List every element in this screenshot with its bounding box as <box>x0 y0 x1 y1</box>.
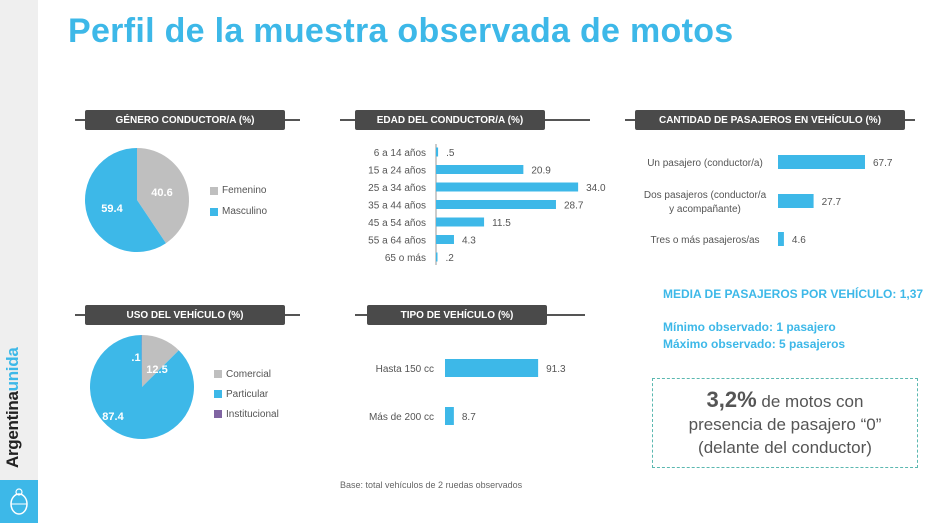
legend-label: Institucional <box>226 408 279 420</box>
callout-value: 3,2% <box>706 387 757 412</box>
bar <box>445 407 454 425</box>
pie-label: 12.5 <box>146 364 167 376</box>
pie-slice-masculino <box>85 148 166 252</box>
pie-slice-comercial <box>142 335 179 387</box>
header-pasajeros: CANTIDAD DE PASAJEROS EN VEHÍCULO (%) <box>625 110 915 130</box>
category-label: Hasta 150 cc <box>376 364 434 375</box>
bar <box>436 165 524 174</box>
header-label: CANTIDAD DE PASAJEROS EN VEHÍCULO (%) <box>635 110 905 130</box>
callout-text: presencia de pasajero “0” <box>688 415 882 434</box>
legend-item: Femenino <box>210 180 267 201</box>
bar <box>436 147 439 157</box>
bar-value-label: 8.7 <box>462 412 476 423</box>
bar-value-label: .2 <box>446 253 455 264</box>
category-label: Dos pasajeros (conductor/a <box>644 190 767 201</box>
bar-value-label: .5 <box>446 148 455 159</box>
category-label: Tres o más pasajeros/as <box>650 235 759 246</box>
callout-text: de motos con <box>756 392 864 411</box>
legend-genero: Femenino Masculino <box>210 180 267 222</box>
category-label: 6 a 14 años <box>374 148 426 159</box>
header-tipo: TIPO DE VEHÍCULO (%) <box>355 305 585 325</box>
bar-value-label: 34.0 <box>586 183 606 194</box>
pie-label: 87.4 <box>102 411 124 423</box>
category-label: 65 o más <box>385 253 426 264</box>
category-label: 55 a 64 años <box>368 236 426 247</box>
bar-value-label: 91.3 <box>546 364 566 375</box>
bar <box>778 194 814 208</box>
header-edad: EDAD DEL CONDUCTOR/A (%) <box>340 110 590 130</box>
header-genero: GÉNERO CONDUCTOR/A (%) <box>75 110 300 130</box>
bar <box>436 217 485 227</box>
legend-label: Masculino <box>222 206 268 217</box>
bar-value-label: 27.7 <box>822 197 842 208</box>
legend-item: Particular <box>214 384 279 404</box>
base-note: Base: total vehículos de 2 ruedas observ… <box>340 480 523 490</box>
minimo-observado: Mínimo observado: 1 pasajero <box>663 320 836 334</box>
legend-label: Particular <box>226 388 269 400</box>
category-label: 15 a 24 años <box>368 166 426 177</box>
category-label: 35 a 44 años <box>368 201 426 212</box>
bar <box>778 155 865 169</box>
bar <box>445 359 539 377</box>
callout-box: 3,2% de motos con presencia de pasajero … <box>652 378 918 468</box>
bar-value-label: 4.3 <box>462 236 476 247</box>
legend-item: Masculino <box>210 201 267 222</box>
bar <box>778 232 784 246</box>
header-label: GÉNERO CONDUCTOR/A (%) <box>85 110 285 130</box>
legend-label: Comercial <box>226 368 272 380</box>
legend-label: Femenino <box>222 185 267 196</box>
legend-swatch <box>214 410 222 418</box>
bar-value-label: 4.6 <box>792 235 806 246</box>
bar <box>436 182 579 192</box>
header-uso: USO DEL VEHÍCULO (%) <box>75 305 300 325</box>
legend-uso: Comercial Particular Institucional <box>214 364 279 424</box>
sidebar-strip <box>0 0 38 523</box>
pie-label: 59.4 <box>101 203 123 215</box>
legend-swatch <box>214 370 222 378</box>
bar <box>436 235 454 244</box>
pie-label: .1 <box>131 352 140 364</box>
category-label: y acompañante) <box>669 204 741 215</box>
legend-swatch <box>210 186 218 195</box>
category-label: 45 a 54 años <box>368 218 426 229</box>
category-label: Un pasajero (conductor/a) <box>647 158 763 169</box>
media-pasajeros: MEDIA DE PASAJEROS POR VEHÍCULO: 1,37 <box>663 287 924 301</box>
bar-value-label: 28.7 <box>564 201 584 212</box>
page-title: Perfil de la muestra observada de motos <box>68 12 734 50</box>
legend-item: Institucional <box>214 404 279 424</box>
header-label: TIPO DE VEHÍCULO (%) <box>367 305 547 325</box>
bar-value-label: 11.5 <box>492 218 511 229</box>
pie-label: 40.6 <box>151 187 172 199</box>
legend-swatch <box>210 207 218 216</box>
coat-of-arms-icon <box>0 480 38 523</box>
bar-value-label: 67.7 <box>873 158 893 169</box>
header-label: USO DEL VEHÍCULO (%) <box>85 305 285 325</box>
bar <box>436 252 438 262</box>
category-label: Más de 200 cc <box>369 412 434 423</box>
legend-swatch <box>214 390 222 398</box>
legend-item: Comercial <box>214 364 279 384</box>
callout-text: (delante del conductor) <box>698 438 872 457</box>
pie-slice-femenino <box>137 148 190 244</box>
category-label: 25 a 34 años <box>368 183 426 194</box>
maximo-observado: Máximo observado: 5 pasajeros <box>663 337 846 351</box>
header-label: EDAD DEL CONDUCTOR/A (%) <box>355 110 545 130</box>
bar-value-label: 20.9 <box>531 166 551 177</box>
bar <box>436 200 556 209</box>
pie-slice-particular <box>90 335 195 439</box>
